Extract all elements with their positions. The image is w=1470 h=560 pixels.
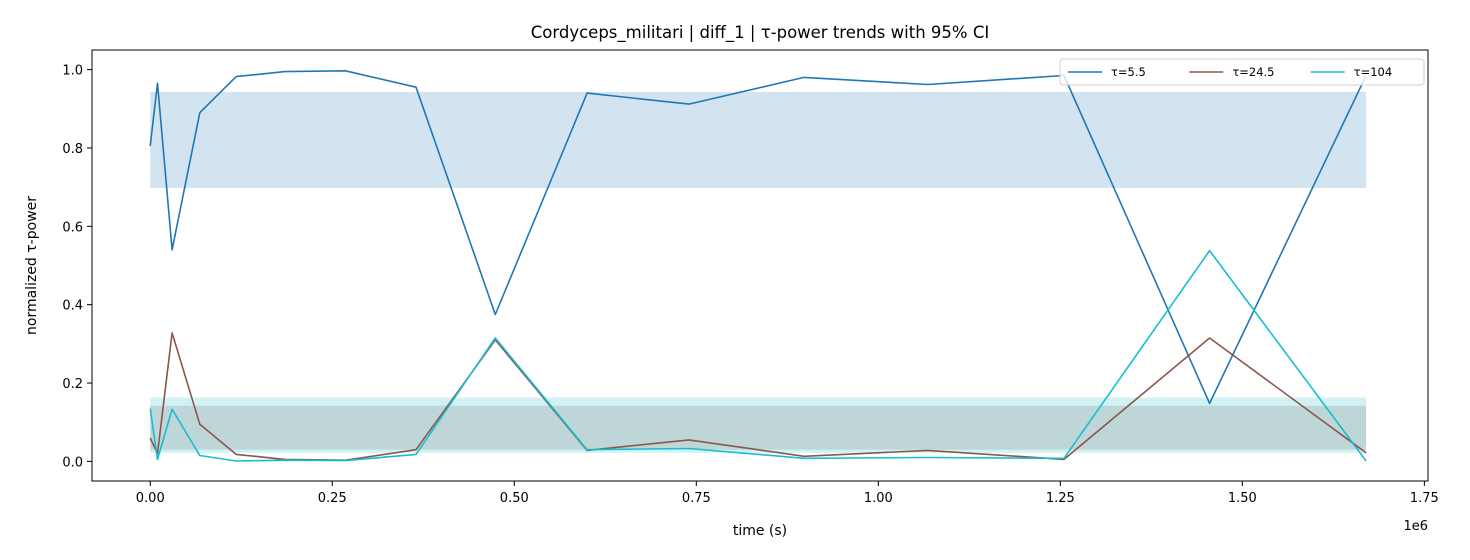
- chart-title: Cordyceps_militari | diff_1 | τ-power tr…: [531, 23, 989, 43]
- x-tick-label: 1.75: [1410, 491, 1439, 506]
- x-tick-label: 1.00: [864, 491, 893, 506]
- y-axis-label: normalized τ-power: [24, 196, 40, 335]
- ci-band-0: [150, 91, 1367, 188]
- x-tick-label: 0.00: [136, 491, 165, 506]
- x-axis: 0.00 0.25 0.50 0.75 1.00 1.25 1.50 1.75: [136, 481, 1439, 506]
- ci-band-1: [150, 405, 1367, 450]
- x-axis-offset-text: 1e6: [1403, 519, 1428, 534]
- plot-frame: [91, 49, 1429, 482]
- x-tick-label: 1.25: [1046, 491, 1075, 506]
- legend-box: [1059, 58, 1425, 86]
- x-tick-label: 0.25: [318, 491, 347, 506]
- x-tick-label: 0.50: [500, 491, 529, 506]
- ci-bands: [150, 91, 1367, 453]
- x-tick-label: 0.75: [682, 491, 711, 506]
- ci-band-2: [150, 397, 1367, 453]
- x-tick-label: 1.50: [1228, 491, 1257, 506]
- y-tick-label: 0.4: [62, 299, 83, 314]
- y-tick-label: 0.0: [62, 455, 83, 470]
- series-line-0: [149, 70, 1367, 405]
- y-tick-label: 0.8: [62, 142, 83, 157]
- y-axis: 0.0 0.2 0.4 0.6 0.8 1.0: [62, 64, 92, 470]
- legend: τ=5.5 τ=24.5 τ=104: [1059, 58, 1425, 86]
- y-tick-label: 0.6: [62, 220, 83, 235]
- series-line-2: [149, 249, 1367, 462]
- legend-label-1: τ=24.5: [1232, 65, 1274, 79]
- legend-label-2: τ=104: [1354, 65, 1393, 79]
- y-tick-label: 0.2: [62, 377, 83, 392]
- y-tick-label: 1.0: [62, 64, 83, 79]
- legend-label-0: τ=5.5: [1111, 65, 1146, 79]
- x-axis-label: time (s): [733, 523, 787, 539]
- series-lines: [149, 70, 1367, 462]
